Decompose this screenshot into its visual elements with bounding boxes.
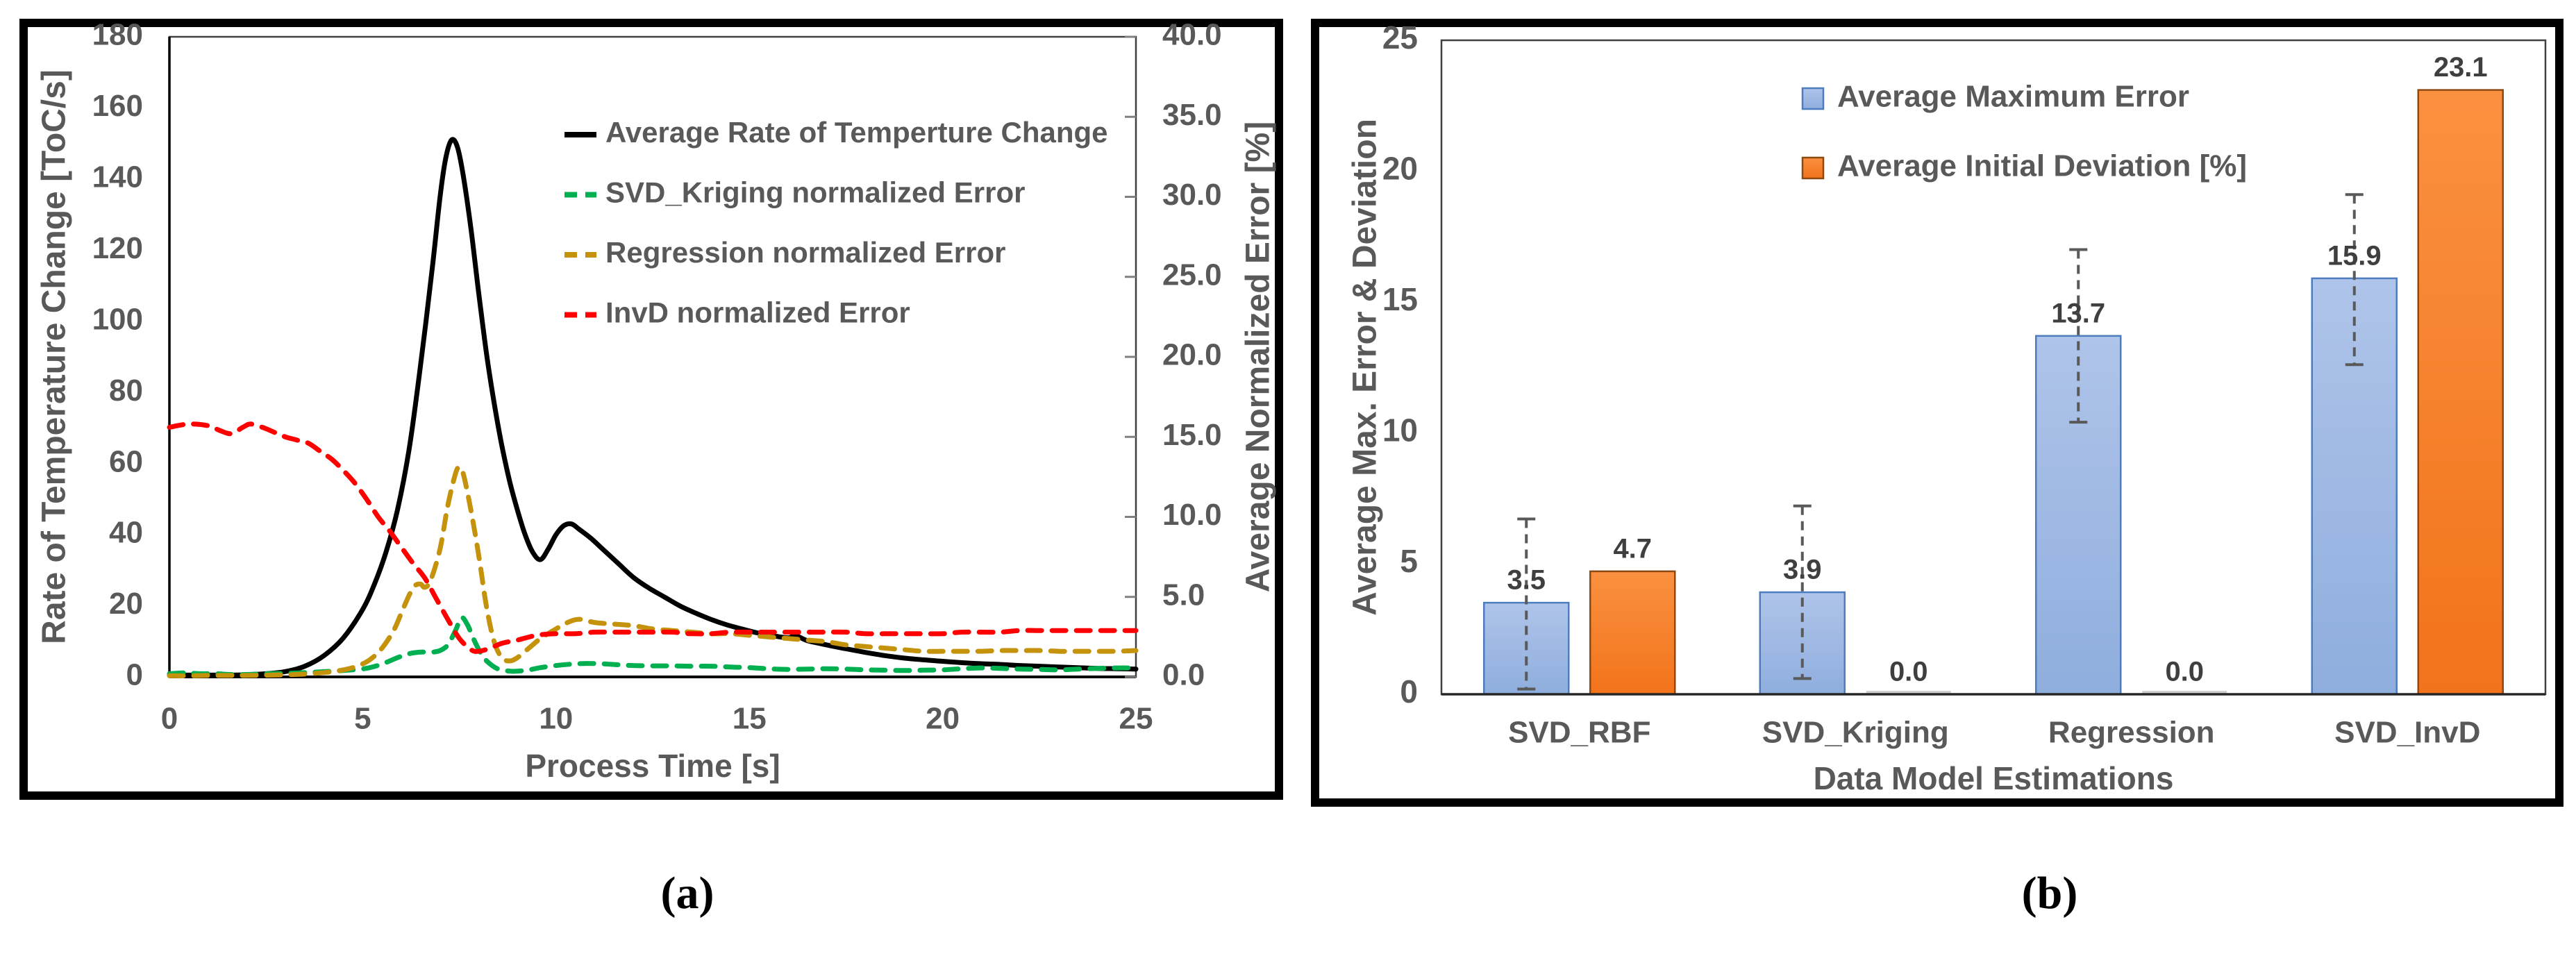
a-x-tick-label: 15 xyxy=(733,702,767,736)
b-category-label: SVD_Kriging xyxy=(1762,716,1949,750)
bar-value-label: 0.0 xyxy=(1889,657,1928,687)
a-x-tick-label: 20 xyxy=(926,702,960,736)
a-right-tick-label: 5.0 xyxy=(1162,578,1205,612)
bar-orange-svd_invd xyxy=(2417,89,2504,696)
a-right-tick-label: 20.0 xyxy=(1162,338,1222,372)
a-left-tick-label: 180 xyxy=(92,18,143,52)
bar-value-label: 13.7 xyxy=(2051,298,2105,328)
a-x-axis-title: Process Time [s] xyxy=(525,748,780,784)
a-x-tick-label: 5 xyxy=(354,702,371,736)
a-right-tick-label: 15.0 xyxy=(1162,418,1222,452)
bar-chart: 0 5 10 15 20 25 3.5 4.7 SVD_RBF 3.9 0.0 SVD_Kriging… xyxy=(1382,19,2547,750)
b-y-axis-title: Average Max. Error & Deviation xyxy=(1346,119,1384,616)
line-series-average xyxy=(167,137,1139,678)
b-legend-swatch-blue xyxy=(1801,87,1825,110)
bar-orange-svd_rbf xyxy=(1589,570,1676,696)
line-series-regression xyxy=(167,464,1139,678)
b-y-tick-label: 10 xyxy=(1382,412,1418,448)
bar-value-label: 4.7 xyxy=(1613,533,1652,564)
b-legend-label: Average Maximum Error xyxy=(1837,80,2189,114)
a-right-tick-label: 35.0 xyxy=(1162,98,1222,132)
a-right-tick-label: 30.0 xyxy=(1162,178,1222,212)
a-left-tick-label: 60 xyxy=(109,444,143,478)
a-x-tick-label: 0 xyxy=(161,702,178,736)
line-series-invd xyxy=(167,421,1139,654)
bar-orange-zero-regression xyxy=(2142,691,2227,694)
b-y-tick-label: 25 xyxy=(1382,19,1418,56)
b-category-label: Regression xyxy=(2048,716,2215,750)
bar-value-label: 23.1 xyxy=(2434,52,2488,83)
a-left-tick-label: 20 xyxy=(109,587,143,621)
bar-value-label: 3.9 xyxy=(1783,555,1822,585)
b-legend-swatch-orange xyxy=(1801,156,1825,180)
b-y-tick-label: 15 xyxy=(1382,281,1418,317)
a-left-tick-label: 40 xyxy=(109,516,143,550)
bar-value-label: 15.9 xyxy=(2327,240,2382,271)
a-legend-label: Average Rate of Temperture Change xyxy=(605,116,1108,149)
b-legend-label: Average Initial Deviation [%] xyxy=(1837,149,2247,183)
a-right-tick-label: 40.0 xyxy=(1162,18,1222,52)
a-left-tick-label: 100 xyxy=(92,302,143,336)
a-right-tick-label: 10.0 xyxy=(1162,498,1222,532)
a-left-tick-label: 120 xyxy=(92,231,143,265)
subfigure-b-caption: (b) xyxy=(2021,868,2078,919)
b-category-label: SVD_InvD xyxy=(2334,716,2480,750)
a-left-tick-label: 140 xyxy=(92,160,143,194)
a-legend-label: Regression normalized Error xyxy=(605,236,1006,269)
a-legend-label: SVD_Kriging normalized Error xyxy=(605,176,1025,209)
line-chart: 0204060801001201401601800.05.010.015.020… xyxy=(92,18,1222,736)
bar-value-label: 3.5 xyxy=(1507,565,1546,596)
b-y-tick-label: 20 xyxy=(1382,151,1418,187)
b-x-axis-title: Data Model Estimations xyxy=(1813,760,2174,796)
chart-a-panel xyxy=(19,19,1283,800)
subfigure-a-caption: (a) xyxy=(660,868,714,919)
a-x-tick-label: 10 xyxy=(539,702,573,736)
a-legend-label: InvD normalized Error xyxy=(605,296,910,329)
a-right-tick-label: 0.0 xyxy=(1162,658,1205,692)
a-right-axis-title: Average Normalized Error [%] xyxy=(1239,121,1277,593)
bar-value-label: 0.0 xyxy=(2165,657,2204,687)
a-right-tick-label: 25.0 xyxy=(1162,258,1222,292)
a-x-tick-label: 25 xyxy=(1119,702,1153,736)
b-y-tick-label: 5 xyxy=(1400,543,1418,579)
a-left-tick-label: 160 xyxy=(92,89,143,123)
a-left-tick-label: 80 xyxy=(109,374,143,408)
b-y-tick-label: 0 xyxy=(1400,673,1418,710)
a-left-axis-title: Rate of Temperature Change [ToC/s] xyxy=(35,69,73,644)
a-left-tick-label: 0 xyxy=(126,658,143,692)
b-category-label: SVD_RBF xyxy=(1508,716,1650,750)
bar-orange-zero-svd_kriging xyxy=(1866,691,1951,694)
